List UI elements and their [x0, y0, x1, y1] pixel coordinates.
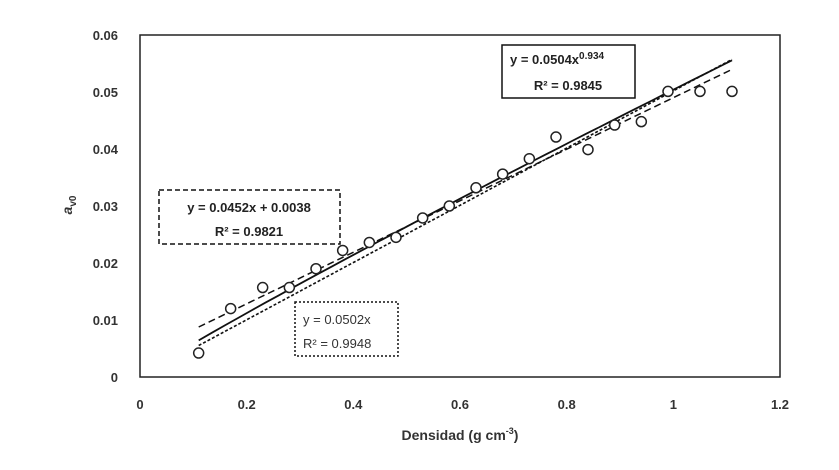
x-tick-label: 0.2: [238, 397, 256, 412]
svg-text:y = 0.0504x0.934: y = 0.0504x0.934: [510, 51, 605, 67]
x-tick-label: 0.4: [344, 397, 363, 412]
proportional-fit-line: [198, 58, 733, 347]
data-point: [192, 347, 205, 359]
data-point: [336, 244, 349, 257]
linear-fit-equation-box: y = 0.0452x + 0.0038 R² = 0.9821: [158, 189, 341, 245]
data-point: [694, 85, 706, 98]
x-axis-title: Densidad (g cm-3): [402, 426, 519, 443]
data-points: [192, 85, 738, 359]
y-tick-label: 0.05: [93, 85, 118, 100]
data-point: [283, 281, 296, 294]
x-tick-label: 0: [136, 397, 143, 412]
plot-area-frame: [139, 34, 781, 378]
x-tick-label: 1.2: [771, 397, 789, 412]
data-point: [470, 182, 482, 194]
svg-text:R² = 0.9845: R² = 0.9845: [534, 78, 602, 93]
data-point: [635, 115, 648, 128]
data-point: [726, 85, 738, 98]
data-point: [310, 262, 322, 275]
data-point: [523, 152, 536, 165]
svg-text:R² = 0.9821: R² = 0.9821: [215, 224, 283, 239]
data-point: [363, 236, 376, 249]
data-point: [390, 231, 402, 244]
data-point: [443, 200, 456, 212]
svg-text:R² = 0.9948: R² = 0.9948: [303, 336, 371, 351]
y-tick-label: 0: [111, 370, 118, 385]
data-point: [416, 212, 429, 224]
y-tick-label: 0.01: [93, 313, 118, 328]
x-axis-ticks: 0 0.2 0.4 0.6 0.8 1 1.2: [136, 397, 789, 412]
power-fit-equation-box: y = 0.0504x0.934 R² = 0.9845: [501, 44, 636, 99]
y-tick-label: 0.02: [93, 256, 118, 271]
data-point: [496, 168, 509, 180]
data-point: [550, 131, 562, 143]
data-point: [256, 281, 269, 294]
x-tick-label: 0.6: [451, 397, 469, 412]
data-point: [582, 143, 594, 156]
proportional-fit-equation-box: y = 0.0502x R² = 0.9948: [294, 301, 399, 357]
y-axis-ticks: 0 0.01 0.02 0.03 0.04 0.05 0.06: [93, 28, 119, 385]
y-axis-title: av0: [59, 195, 79, 214]
svg-text:y = 0.0502x: y = 0.0502x: [303, 312, 371, 327]
data-point: [224, 302, 237, 315]
y-tick-label: 0.06: [93, 28, 118, 43]
data-point: [662, 85, 674, 98]
data-point: [608, 119, 621, 131]
x-tick-label: 1: [670, 397, 677, 412]
y-tick-label: 0.04: [93, 142, 119, 157]
y-tick-label: 0.03: [93, 199, 118, 214]
svg-text:y = 0.0452x + 0.0038: y = 0.0452x + 0.0038: [187, 200, 311, 215]
x-tick-label: 0.8: [558, 397, 576, 412]
